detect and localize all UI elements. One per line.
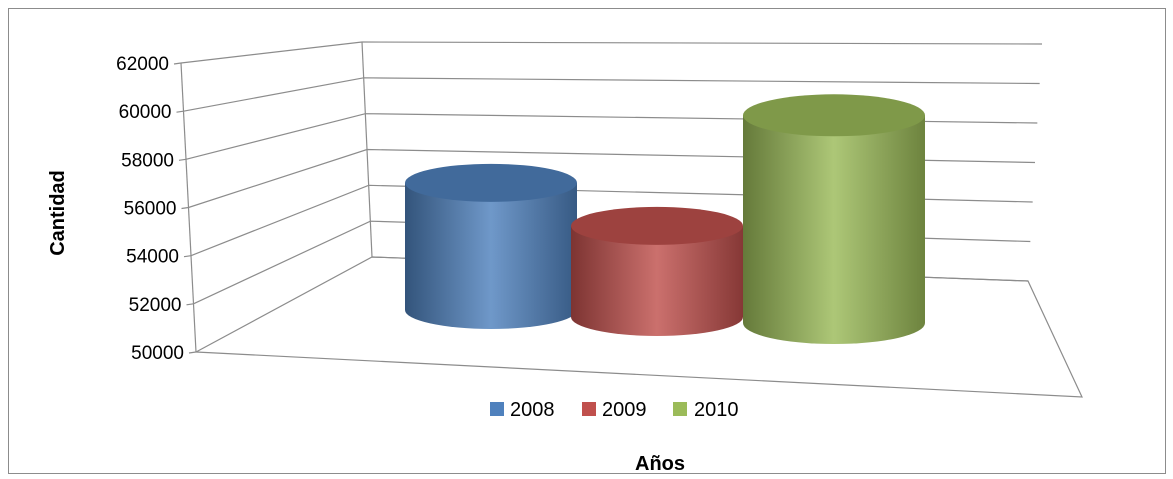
legend-swatch [582,402,596,416]
chart-bars [405,94,925,345]
legend-item: 2010 [673,399,739,421]
y-tick-mark [183,255,192,258]
y-tick-mark [178,158,187,161]
y-tick-label: 56000 [124,199,177,220]
gridline [180,41,1043,64]
legend-item: 2008 [490,399,555,421]
y-tick-mark [186,303,194,306]
bar-2009 [571,206,743,336]
bar-top [743,94,925,137]
legend-label: 2009 [602,399,647,421]
chart-legend: 2008 2009 2010 [490,399,739,421]
legend-label: 2010 [694,399,739,421]
y-tick-label: 62000 [116,54,169,75]
gridline [183,77,1040,112]
bar-2008 [405,163,577,329]
legend-swatch [490,402,504,416]
legend-label: 2008 [510,399,555,421]
y-tick-label: 54000 [126,247,179,268]
bar-body [743,115,925,345]
bar-body [405,182,577,329]
y-axis-tick-labels: 50000 52000 54000 56000 58000 60000 62000 [116,54,184,364]
x-axis-title: Años [635,453,685,475]
bar-top [405,163,577,202]
bar-2010 [743,94,925,345]
y-tick-label: 50000 [131,343,184,364]
y-tick-label: 60000 [119,102,172,123]
y-axis-title: Cantidad [47,170,69,256]
legend-swatch [673,402,687,416]
y-tick-mark [181,206,189,210]
y-tick-label: 52000 [129,295,182,316]
bar-top [571,206,743,245]
bar-body [571,225,743,336]
legend-item: 2009 [582,399,647,421]
y-tick-mark [188,351,197,354]
y-tick-mark [173,62,182,65]
y-tick-mark [176,110,184,113]
y-tick-label: 58000 [121,150,174,171]
